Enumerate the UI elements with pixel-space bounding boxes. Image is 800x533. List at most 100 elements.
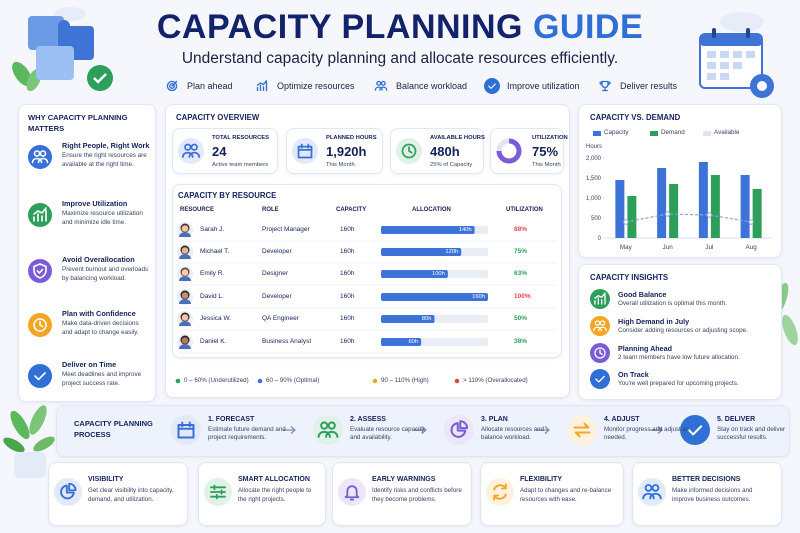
icon	[590, 369, 610, 389]
benefit-title: EARLY WARNINGS	[372, 476, 436, 483]
insight-title: Good Balance	[618, 290, 667, 299]
why-item-title: Improve Utilization	[62, 199, 128, 208]
insights-panel	[578, 264, 782, 400]
resource-role: Project Manager	[262, 226, 310, 233]
allocation-bar	[381, 293, 488, 301]
avatar-body	[179, 232, 191, 237]
bar	[710, 175, 720, 238]
feature-label: Plan ahead	[187, 81, 233, 91]
legend-dot	[372, 378, 378, 384]
table-title: CAPACITY BY RESOURCE	[178, 191, 277, 200]
resource-name: Daniel K.	[200, 338, 227, 345]
resource-utilization: 63%	[514, 270, 528, 277]
step-desc: Monitor progress and adjust as needed.	[604, 426, 689, 442]
kpi-value: 1,920h	[326, 144, 367, 159]
benefit-desc: Make informed decisions and improve busi…	[672, 487, 753, 503]
step-halo	[567, 415, 597, 445]
icon	[599, 80, 611, 92]
why-item-title: Deliver on Time	[62, 360, 117, 369]
resource-name: Sarah J.	[200, 226, 225, 233]
icon-bg	[28, 203, 52, 227]
resource-name: Michael T.	[200, 248, 230, 255]
icon-bg	[313, 415, 343, 445]
icon	[204, 478, 232, 506]
allocation-bar	[381, 226, 475, 234]
kpi-label: AVAILABLE HOURS	[430, 135, 485, 141]
icon	[292, 138, 318, 164]
icon	[338, 478, 366, 506]
icon-bg	[484, 78, 500, 94]
icon-glyph	[401, 143, 417, 159]
column-header: RESOURCE	[180, 207, 215, 213]
legend-label: 0 – 60% (Underutilized)	[184, 377, 249, 384]
subtitle: Understand capacity planning and allocat…	[181, 50, 619, 67]
step-title: 4. ADJUST	[604, 416, 640, 423]
icon	[567, 415, 597, 445]
plant-left	[3, 405, 55, 478]
why-item-title: Plan with Confidence	[62, 309, 136, 318]
feature-label: Balance workload	[396, 81, 468, 91]
allocation-bar	[381, 248, 462, 256]
x-tick-label: Aug	[746, 244, 758, 251]
legend-swatch	[703, 131, 711, 136]
allocation-label: 120h	[445, 249, 459, 255]
legend-label: Available	[714, 129, 740, 136]
icon-bg	[171, 415, 201, 445]
icon-glyph	[33, 207, 47, 222]
icon-bg	[590, 369, 610, 389]
icon-glyph	[593, 320, 607, 332]
resource-role: Developer	[262, 248, 292, 255]
icon	[590, 316, 610, 336]
benefit-title: SMART ALLOCATION	[238, 476, 310, 483]
benefit-title: BETTER DECISIONS	[672, 476, 741, 483]
bar	[657, 168, 667, 238]
avatar-face	[181, 225, 189, 232]
allocation-bar	[381, 270, 448, 278]
icon-bg	[178, 138, 204, 164]
insight-title: Planning Ahead	[618, 344, 673, 353]
kpi-label: TOTAL RESOURCES	[212, 135, 270, 141]
x-tick-label: Jun	[663, 244, 674, 251]
allocation-bar	[381, 338, 422, 346]
icon	[680, 415, 710, 445]
icon-glyph	[317, 421, 339, 438]
x-tick-label: May	[620, 244, 633, 251]
avatar-face	[181, 269, 189, 276]
allocation-label: 100h	[431, 271, 445, 277]
icon-glyph	[166, 80, 178, 92]
resource-utilization: 75%	[514, 248, 528, 255]
icon-bg	[28, 145, 52, 169]
y-tick-label: 0	[598, 236, 602, 242]
legend-label: > 110% (Overallocated)	[463, 377, 528, 384]
icon-glyph	[594, 292, 606, 305]
line-point	[706, 212, 713, 218]
benefit-desc: Allocate the right people to the right p…	[238, 487, 312, 503]
line-point	[664, 211, 671, 217]
icon-bg	[590, 316, 610, 336]
icon-glyph	[34, 372, 46, 381]
allocation-label: 60h	[408, 339, 419, 345]
column-header: CAPACITY	[336, 207, 367, 213]
allocation-bar	[381, 315, 435, 323]
step-arrow	[283, 426, 296, 434]
step-title: 2. ASSESS	[350, 416, 386, 423]
icon	[313, 415, 343, 445]
insight-title: High Demand in July	[618, 317, 690, 326]
icon	[638, 478, 666, 506]
avatar-body	[179, 321, 191, 326]
feature-label: Deliver results	[620, 81, 678, 91]
step-halo	[313, 415, 343, 445]
feature-label: Improve utilization	[507, 81, 580, 91]
step-desc: Stay on track and deliver successful res…	[717, 426, 786, 442]
resource-name: David L.	[200, 293, 224, 300]
bar	[752, 189, 762, 238]
icon	[590, 343, 610, 363]
avatar-body	[179, 254, 191, 259]
column-header: ROLE	[262, 207, 279, 213]
icon-bg	[567, 415, 597, 445]
line	[625, 213, 752, 223]
y-axis-label: Hours	[586, 144, 603, 150]
y-tick-label: 2,000	[586, 156, 602, 162]
